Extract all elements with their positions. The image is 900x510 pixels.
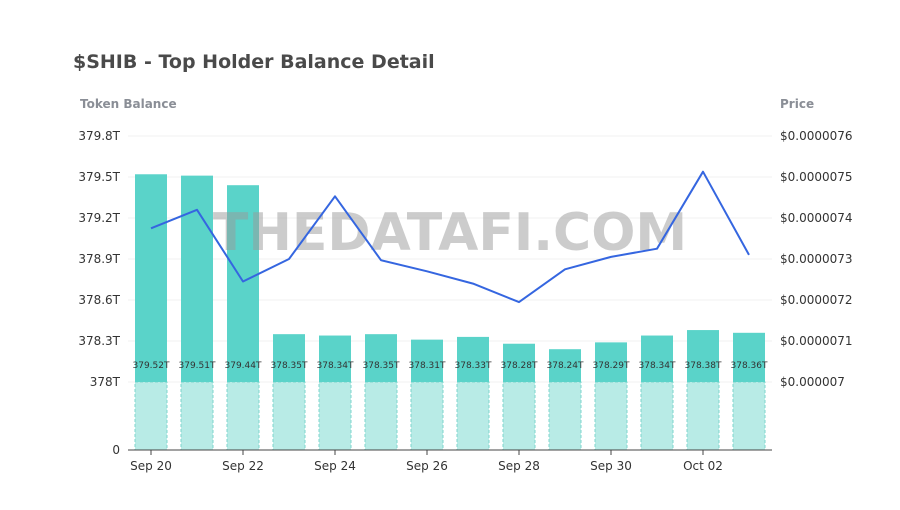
bar-base [410, 381, 444, 451]
bar-data-label: 378.34T [639, 361, 676, 371]
bar-base [686, 381, 720, 451]
bar [503, 343, 535, 382]
bar [227, 185, 259, 382]
y-tick-label: 379.2T [78, 211, 120, 225]
price-line [150, 170, 750, 304]
x-tick-label: Sep 24 [314, 459, 356, 473]
bar-bases [134, 381, 766, 451]
bar-data-label: 379.51T [179, 361, 216, 371]
y2-tick-label: $0.0000071 [780, 334, 853, 348]
y2-tick-label: $0.000007 [780, 375, 845, 389]
bar-base [732, 381, 766, 451]
y2-tick-label: $0.0000076 [780, 129, 853, 143]
bar-data-labels: 379.52T 379.51T 379.44T 378.35T 378.34T 378.3… [133, 361, 768, 371]
bar [733, 332, 765, 382]
bar [135, 174, 167, 382]
bar [641, 335, 673, 382]
bar [549, 349, 581, 382]
bar-data-label: 378.28T [501, 361, 538, 371]
x-tick-label: Oct 02 [683, 459, 723, 473]
y-tick-label: 379.5T [78, 170, 120, 184]
bar-data-label: 378.33T [455, 361, 492, 371]
bar-data-label: 379.52T [133, 361, 170, 371]
x-axis-ticks: Sep 20 Sep 22 Sep 24 Sep 26 Sep 28 Sep 30 Oct … [130, 450, 723, 473]
bar-base [272, 381, 306, 451]
y2-axis-ticks: $0.000007 $0.0000071 $0.0000072 $0.0000073 $… [780, 129, 853, 389]
bar-data-label: 379.44T [225, 361, 262, 371]
bar-data-label: 378.29T [593, 361, 630, 371]
x-tick-label: Sep 22 [222, 459, 264, 473]
watermark: THEDATAFI.COM [213, 203, 687, 263]
y2-axis-title: Price [780, 97, 815, 111]
bar [273, 334, 305, 382]
y2-tick-label: $0.0000073 [780, 252, 853, 266]
price-series-line [150, 170, 750, 304]
x-tick-label: Sep 26 [406, 459, 448, 473]
bar [457, 336, 489, 382]
chart-title: $SHIB - Top Holder Balance Detail [73, 51, 435, 73]
bar [411, 339, 443, 382]
y-tick-label: 378.6T [78, 293, 120, 307]
bar [319, 335, 351, 382]
bar-base [640, 381, 674, 451]
bar-data-label: 378.35T [271, 361, 308, 371]
y-tick-label: 0 [112, 443, 120, 457]
bar-base [134, 381, 168, 451]
bar [687, 330, 719, 382]
x-tick-label: Sep 30 [590, 459, 632, 473]
bar-base [594, 381, 628, 451]
y2-tick-label: $0.0000074 [780, 211, 853, 225]
bar-base [318, 381, 352, 451]
bar-data-label: 378.31T [409, 361, 446, 371]
bar-base [364, 381, 398, 451]
bar-data-label: 378.24T [547, 361, 584, 371]
bar [181, 175, 213, 382]
y-axis-title: Token Balance [80, 97, 177, 111]
y-axis-ticks: 0 378T 378.3T 378.6T 378.9T 379.2T 379.5T 379.8… [78, 129, 120, 457]
bar-base [456, 381, 490, 451]
bar-base [502, 381, 536, 451]
bar-base [180, 381, 214, 451]
y-tick-label: 378T [90, 375, 121, 389]
bar-data-label: 378.35T [363, 361, 400, 371]
bar [595, 342, 627, 382]
bar-data-label: 378.34T [317, 361, 354, 371]
bar-base [548, 381, 582, 451]
y2-tick-label: $0.0000075 [780, 170, 853, 184]
bar-base [226, 381, 260, 451]
y2-tick-label: $0.0000072 [780, 293, 853, 307]
bars [135, 174, 765, 382]
y-tick-label: 379.8T [78, 129, 120, 143]
bar-data-label: 378.38T [685, 361, 722, 371]
y-tick-label: 378.3T [78, 334, 120, 348]
y-tick-label: 378.9T [78, 252, 120, 266]
x-tick-label: Sep 20 [130, 459, 172, 473]
bar-data-label: 378.36T [731, 361, 768, 371]
bar [365, 334, 397, 382]
x-tick-label: Sep 28 [498, 459, 540, 473]
